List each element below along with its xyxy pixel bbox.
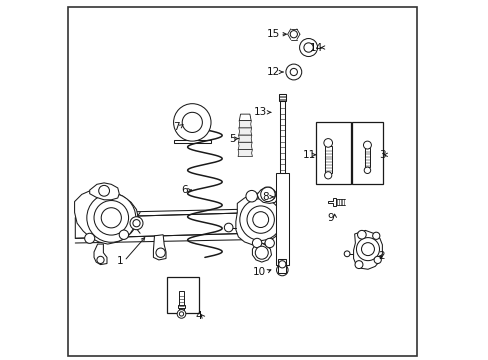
Circle shape [264,238,274,248]
Bar [179,291,183,310]
Bar [173,140,211,143]
Circle shape [361,243,374,256]
Circle shape [173,104,211,141]
Circle shape [324,172,331,179]
Text: 9: 9 [327,213,334,223]
Polygon shape [75,189,138,244]
Circle shape [357,230,366,239]
Text: 7: 7 [173,122,179,132]
Text: 4: 4 [195,311,202,321]
Circle shape [101,208,121,228]
Circle shape [239,199,281,240]
Text: 1: 1 [117,256,123,266]
Polygon shape [238,135,251,142]
Circle shape [303,43,313,52]
Circle shape [130,217,142,230]
Text: 3: 3 [379,150,385,160]
Circle shape [255,246,268,259]
Circle shape [276,264,287,276]
Circle shape [87,193,136,242]
Text: 15: 15 [266,29,279,39]
Circle shape [285,64,301,80]
Bar [279,101,284,173]
Bar [167,277,199,313]
Circle shape [252,238,261,248]
Bar [278,94,285,101]
Circle shape [278,261,285,268]
Polygon shape [328,198,336,206]
Text: 5: 5 [228,134,235,144]
Circle shape [119,230,128,239]
Circle shape [323,139,332,147]
Circle shape [252,212,268,228]
Circle shape [97,256,104,264]
Circle shape [354,261,362,269]
Circle shape [245,190,257,202]
Circle shape [84,233,95,243]
Text: 6: 6 [181,185,187,195]
Bar [316,122,350,184]
Polygon shape [257,187,277,203]
Circle shape [246,206,274,233]
Text: 13: 13 [253,107,266,117]
Bar [351,122,382,184]
Circle shape [364,167,370,174]
Text: 12: 12 [266,67,279,77]
Circle shape [177,310,185,318]
Polygon shape [238,149,252,157]
Circle shape [182,112,202,132]
Circle shape [265,190,275,200]
Polygon shape [235,193,285,245]
Bar [178,305,185,308]
Circle shape [224,223,232,232]
Polygon shape [94,244,107,265]
Circle shape [133,220,140,227]
Circle shape [363,141,371,149]
Polygon shape [252,243,271,262]
Circle shape [289,31,297,38]
Circle shape [94,201,128,235]
Text: 2: 2 [378,251,384,261]
Polygon shape [239,114,251,121]
Circle shape [156,248,165,257]
Polygon shape [89,183,119,200]
Circle shape [179,312,183,316]
Text: 10: 10 [252,267,265,277]
Bar [275,173,288,265]
Circle shape [299,39,317,57]
Polygon shape [153,235,166,260]
Polygon shape [238,142,252,149]
Circle shape [279,267,285,273]
Bar [324,146,331,173]
Polygon shape [239,121,251,128]
Polygon shape [75,212,262,238]
Circle shape [356,238,379,261]
Circle shape [99,185,109,196]
Circle shape [373,256,381,264]
Text: 14: 14 [309,42,322,53]
Bar [364,148,369,167]
Polygon shape [353,230,382,269]
Circle shape [260,187,275,202]
Text: 8: 8 [262,192,269,202]
Polygon shape [238,128,251,135]
Bar [278,259,285,273]
Circle shape [372,232,379,239]
Text: 11: 11 [302,150,315,160]
Circle shape [344,251,349,257]
Circle shape [289,68,297,76]
